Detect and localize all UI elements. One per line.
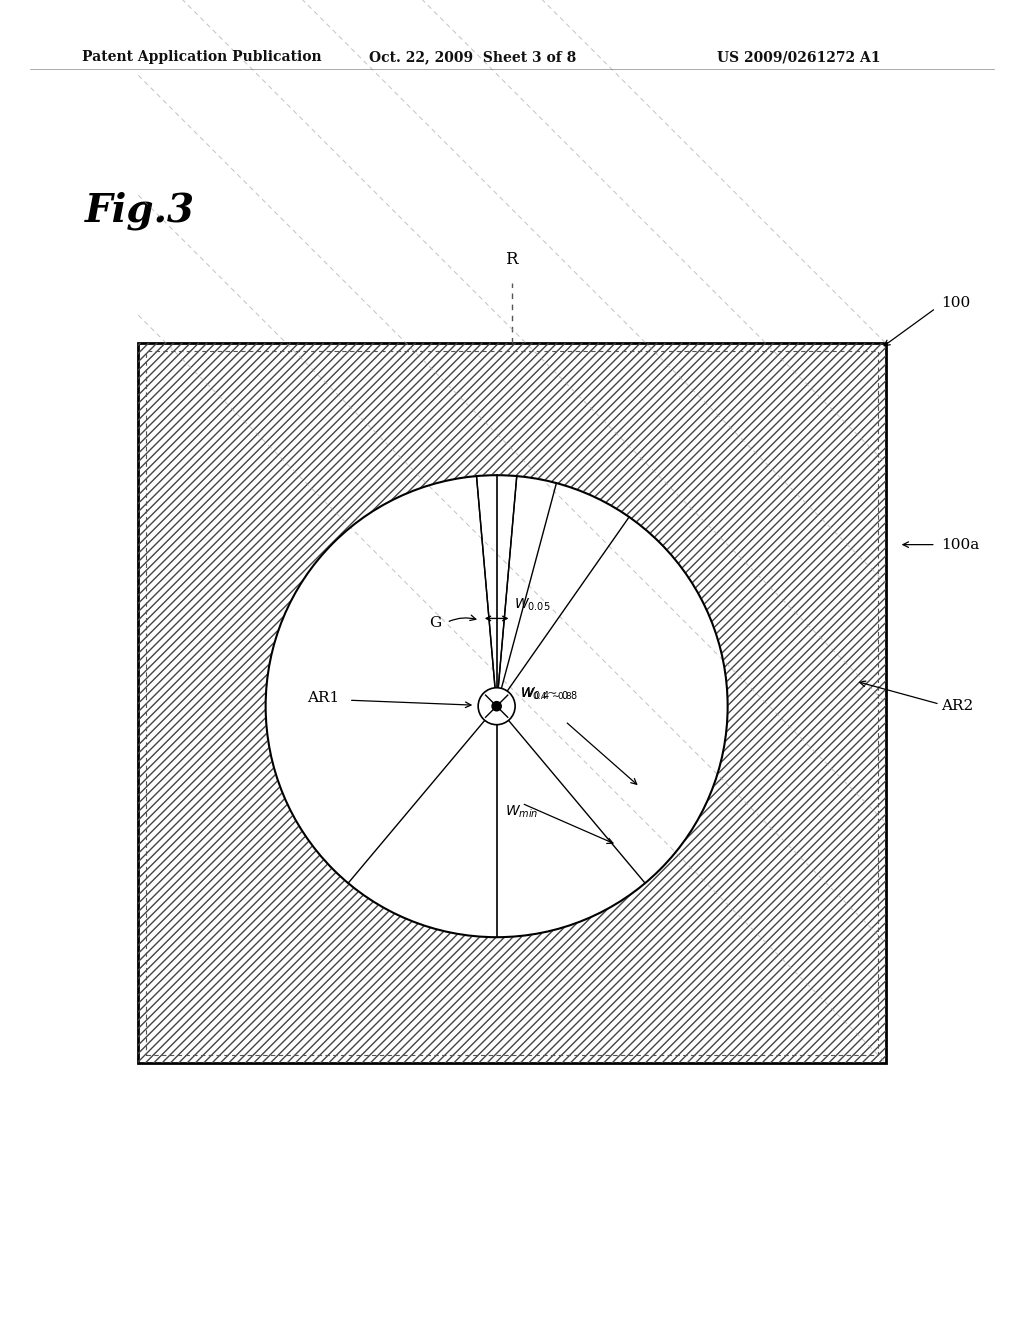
Text: G: G xyxy=(429,616,441,631)
Text: AR1: AR1 xyxy=(307,692,340,705)
Text: US 2009/0261272 A1: US 2009/0261272 A1 xyxy=(717,50,881,65)
Text: R: R xyxy=(506,251,518,268)
Text: $W_{0.4}$~$_{0.8}$: $W_{0.4}$~$_{0.8}$ xyxy=(520,688,572,702)
Text: 100: 100 xyxy=(941,296,970,310)
Bar xyxy=(146,351,878,1055)
Bar xyxy=(138,343,886,1063)
Text: $W_{min}$: $W_{min}$ xyxy=(505,803,538,820)
Text: $W_{0.4\sim0.8}$: $W_{0.4\sim0.8}$ xyxy=(520,686,578,702)
Text: Fig.3: Fig.3 xyxy=(85,191,195,230)
Circle shape xyxy=(265,475,728,937)
Text: Oct. 22, 2009  Sheet 3 of 8: Oct. 22, 2009 Sheet 3 of 8 xyxy=(369,50,575,65)
Circle shape xyxy=(478,688,515,725)
Text: AR2: AR2 xyxy=(941,700,973,713)
Bar xyxy=(138,343,886,1063)
Text: Patent Application Publication: Patent Application Publication xyxy=(82,50,322,65)
Text: 100a: 100a xyxy=(941,537,979,552)
Circle shape xyxy=(492,702,502,710)
Text: $W_{0.05}$: $W_{0.05}$ xyxy=(514,597,551,614)
